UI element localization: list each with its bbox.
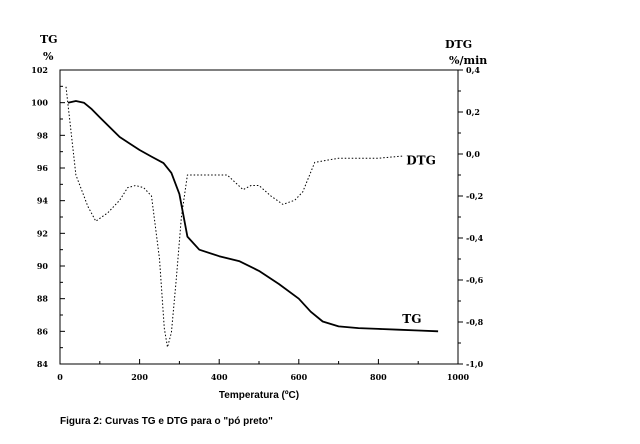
y-left-tick-label: 86 bbox=[37, 326, 49, 336]
series-label-dtg: DTG bbox=[406, 154, 436, 168]
y-right-tick-label: -0,6 bbox=[466, 275, 484, 285]
y-left-tick-label: 96 bbox=[37, 163, 49, 173]
y-left-axis-unit: % bbox=[43, 50, 54, 63]
y-right-tick-label: 0,4 bbox=[466, 65, 480, 75]
y-left-tick-label: 94 bbox=[37, 196, 49, 206]
y-left-tick-label: 100 bbox=[31, 98, 48, 108]
y-right-tick-label: 0,2 bbox=[466, 107, 480, 117]
y-left-tick-label: 90 bbox=[37, 261, 49, 271]
plot-frame bbox=[59, 69, 459, 365]
x-tick-label: 1000 bbox=[447, 372, 470, 382]
y-left-tick-label: 102 bbox=[31, 65, 48, 75]
x-tick-label: 600 bbox=[290, 372, 307, 382]
y-left-tick-label: 88 bbox=[37, 294, 49, 304]
y-right-axis-unit: %/min bbox=[449, 54, 487, 67]
y-right-tick-label: -1,0 bbox=[466, 359, 484, 369]
x-tick-label: 0 bbox=[57, 372, 63, 382]
y-left-axis-title: TG bbox=[40, 33, 58, 46]
x-axis-title: Temperatura (ºC) bbox=[219, 390, 299, 401]
y-right-tick-label: -0,4 bbox=[466, 233, 484, 243]
y-left-tick-label: 84 bbox=[37, 359, 49, 369]
y-left-tick-label: 92 bbox=[37, 228, 48, 238]
axes: 0 200 400 600 800 1000 84 86 88 90 92 94 96 98 100 102 -… bbox=[31, 65, 483, 382]
x-tick-label: 200 bbox=[131, 372, 148, 382]
x-tick-label: 800 bbox=[370, 372, 387, 382]
series-tg-line bbox=[67, 100, 439, 333]
y-right-tick-label: -0,8 bbox=[466, 317, 484, 327]
series-dtg-line bbox=[65, 86, 403, 348]
series-layer: DTG TG bbox=[65, 86, 439, 348]
y-right-tick-label: -0,2 bbox=[466, 191, 483, 201]
x-tick-label: 400 bbox=[211, 372, 228, 382]
y-left-tick-label: 98 bbox=[37, 130, 49, 140]
figure-caption: Figura 2: Curvas TG e DTG para o "pó pre… bbox=[60, 416, 273, 427]
y-right-axis-title: DTG bbox=[445, 38, 472, 51]
y-right-tick-label: 0,0 bbox=[466, 149, 480, 159]
series-label-tg: TG bbox=[402, 312, 421, 326]
